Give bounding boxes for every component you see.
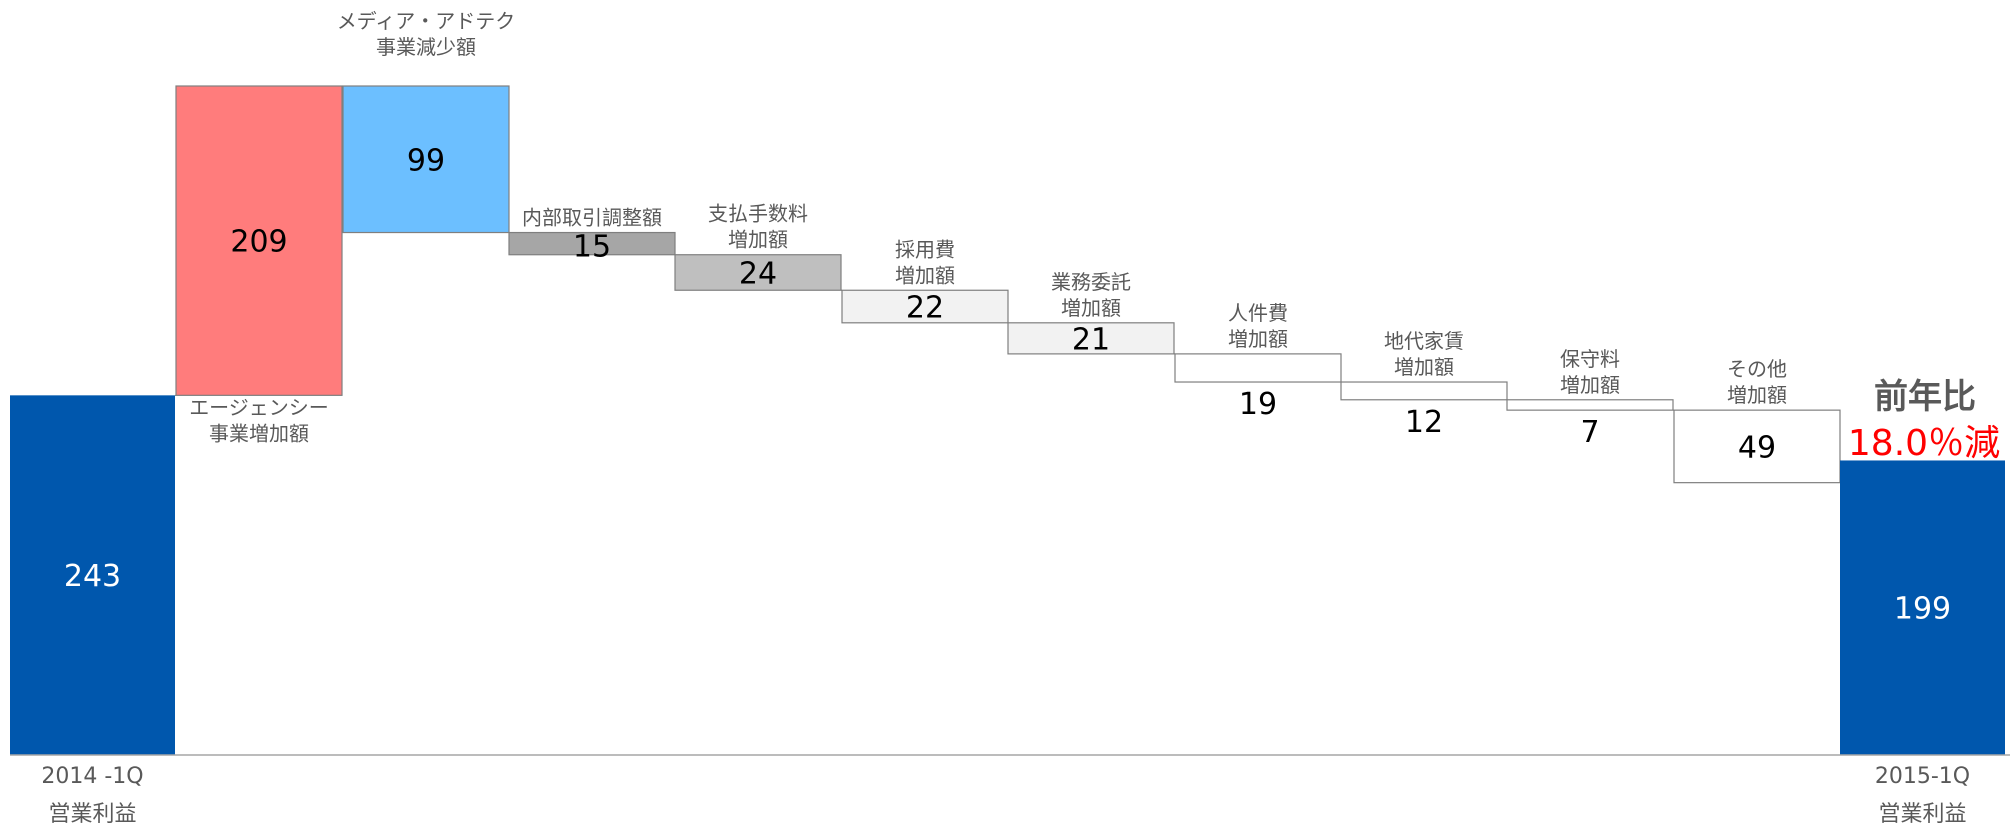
connectors-layer [175,85,1674,411]
value-label-1: 243 [64,559,121,594]
bars-layer [10,85,2005,755]
bar-4 [508,231,676,256]
category-label-6-line-1: 採用費 [895,237,955,261]
annotation: 前年比 18.0％減 [1848,377,2000,464]
annotation-title: 前年比 [1874,377,1976,417]
value-label-7: 21 [1072,322,1110,357]
bar-1 [10,395,175,755]
value-label-9: 12 [1405,405,1443,440]
category-label-8-line-2: 増加額 [1228,327,1288,351]
category-label-9-line-2: 増加額 [1394,355,1454,379]
value-label-12: 199 [1894,592,1951,627]
category-label-2-line-1: エージェンシー [189,395,329,419]
value-labels-layer: 243 209 99 15 24 22 21 19 12 7 49 199 [64,143,1951,626]
bar-7 [1007,322,1175,355]
category-label-1-line-2: 営業利益 [48,802,136,827]
category-label-10-line-1: 保守料 [1560,347,1620,371]
bar-10 [1506,399,1674,411]
category-label-7-line-1: 業務委託 [1051,270,1131,294]
category-label-10-line-2: 増加額 [1560,373,1620,397]
category-label-11-line-1: その他 [1727,357,1787,381]
category-label-9-line-1: 地代家賃 [1384,329,1464,353]
bar-2 [175,85,343,396]
value-label-11: 49 [1738,430,1776,465]
annotation-value: 18.0％減 [1848,423,2000,464]
value-label-10: 7 [1580,415,1599,450]
category-label-2-line-2: 事業増加額 [209,421,309,445]
category-label-5-line-2: 増加額 [728,228,788,252]
category-label-8-line-1: 人件費 [1228,301,1288,325]
bar-11 [1673,409,1841,484]
category-label-12-line-2: 営業利益 [1878,802,1966,827]
category-label-4-line-1: 内部取引調整額 [522,206,662,230]
value-label-8: 19 [1239,387,1277,422]
category-label-3-line-2: 事業減少額 [376,35,476,59]
value-label-3: 99 [407,143,445,178]
category-label-12-line-1: 2015-1Q [1875,764,1970,789]
bar-8 [1174,353,1342,383]
value-label-6: 22 [906,291,944,326]
category-label-6-line-2: 増加額 [895,263,955,287]
bar-6 [841,289,1009,324]
bar-9 [1340,381,1508,401]
category-label-5-line-1: 支払手数料 [708,202,808,226]
category-label-11-line-2: 増加額 [1727,383,1787,407]
bar-12 [1840,460,2005,755]
bar-3 [342,85,510,234]
category-label-1-line-1: 2014 -1Q [41,764,143,789]
value-label-2: 209 [230,225,287,260]
value-label-4: 15 [573,230,611,265]
bar-5 [674,254,842,291]
category-label-7-line-2: 増加額 [1061,296,1121,320]
value-label-5: 24 [739,256,777,291]
category-label-3-line-1: メディア・アドテク [337,9,516,33]
